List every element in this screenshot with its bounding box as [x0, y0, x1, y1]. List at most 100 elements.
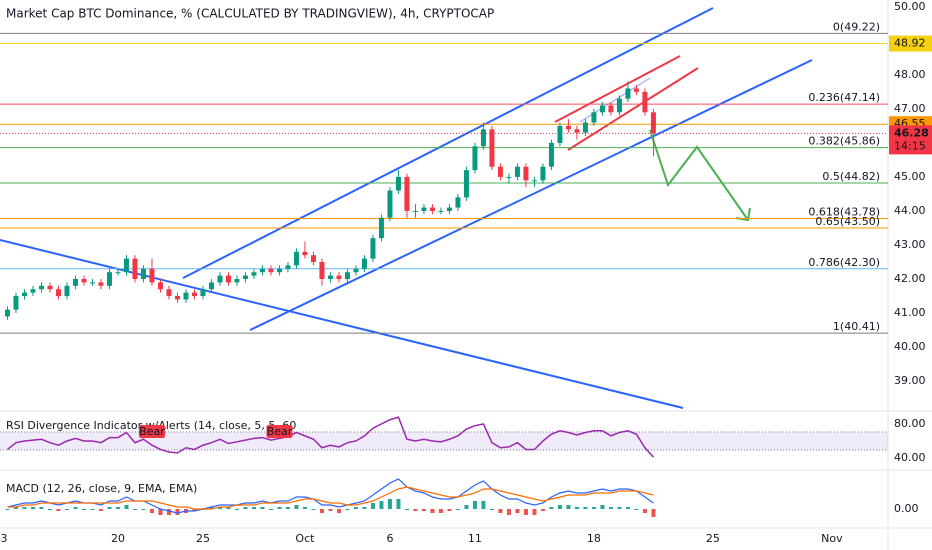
candle-body: [123, 258, 129, 273]
histogram-bar: [583, 507, 588, 509]
y-tick-label: 40.00: [894, 340, 926, 353]
histogram-bar: [455, 509, 460, 510]
histogram-bar: [217, 507, 222, 509]
histogram-bar: [591, 507, 596, 509]
candle-body: [497, 166, 503, 177]
histogram-bar: [328, 509, 333, 511]
candle-body: [319, 261, 325, 280]
candle-body: [208, 282, 214, 290]
y-tick-label: 42.00: [894, 272, 926, 285]
candle-body: [89, 282, 95, 284]
trend-line: [0, 239, 684, 409]
x-tick-label: 11: [468, 532, 482, 545]
candle-body: [633, 88, 639, 92]
x-tick-label: Nov: [821, 532, 843, 545]
candle-body: [429, 207, 435, 211]
histogram-bar: [30, 507, 35, 509]
candle-body: [344, 272, 350, 280]
histogram-bar: [515, 509, 520, 513]
level-label: 0.65(43.50): [815, 215, 880, 228]
histogram-bar: [47, 509, 52, 510]
candle-body: [217, 275, 223, 283]
candle-body: [565, 125, 571, 130]
candle-body: [353, 268, 359, 273]
histogram-bar: [404, 509, 409, 510]
histogram-bar: [251, 507, 256, 509]
histogram-bar: [574, 507, 579, 509]
candle-body: [514, 166, 520, 177]
candle-body: [582, 122, 588, 133]
x-tick-label: 20: [111, 532, 125, 545]
candle-body: [21, 292, 27, 297]
histogram-bar: [396, 499, 401, 509]
histogram-bar: [73, 507, 78, 509]
candle-body: [191, 292, 197, 297]
histogram-bar: [540, 509, 545, 511]
macd-title: MACD (12, 26, close, 9, EMA, EMA): [6, 482, 197, 495]
candle-body: [523, 166, 529, 181]
histogram-bar: [319, 509, 324, 513]
x-tick-label: 6: [386, 532, 393, 545]
histogram-bar: [421, 509, 426, 511]
candle-body: [531, 180, 537, 182]
histogram-bar: [557, 505, 562, 509]
candle-body: [608, 105, 614, 113]
countdown-label: 14:15: [894, 139, 926, 152]
candle-body: [310, 255, 316, 262]
candle-body: [115, 272, 121, 274]
candle-body: [446, 207, 452, 211]
histogram-bar: [336, 509, 341, 513]
candle-body: [616, 98, 622, 113]
histogram-bar: [413, 509, 418, 511]
candle-body: [336, 275, 342, 280]
candle-body: [591, 112, 597, 123]
price-badge-label: 48.92: [894, 37, 926, 50]
level-label: 0.5(44.82): [822, 170, 880, 183]
candle-body: [98, 282, 104, 286]
candle-body: [574, 129, 580, 133]
histogram-bar: [175, 509, 180, 515]
level-label: 0.382(45.86): [808, 135, 880, 148]
macd-line: [7, 486, 654, 510]
histogram-bar: [430, 509, 435, 513]
candle-body: [200, 289, 206, 297]
annotation-box: [266, 425, 293, 438]
histogram-bar: [311, 509, 316, 510]
histogram-bar: [498, 509, 503, 513]
x-tick-label: 3: [1, 532, 8, 545]
trend-line: [249, 59, 813, 331]
histogram-bar: [651, 509, 656, 517]
level-label: 0.236(47.14): [808, 91, 880, 104]
trend-line: [182, 7, 714, 279]
candle-body: [412, 210, 418, 212]
candle-body: [234, 279, 240, 283]
histogram-bar: [22, 507, 27, 509]
histogram-bar: [209, 507, 214, 509]
candle-body: [259, 268, 265, 273]
candle-body: [472, 146, 478, 171]
candle-body: [38, 285, 44, 290]
candle-body: [276, 268, 282, 273]
histogram-bar: [549, 507, 554, 509]
histogram-bar: [379, 501, 384, 509]
chart-title: Market Cap BTC Dominance, % (CALCULATED …: [6, 7, 494, 21]
candle-body: [293, 251, 299, 266]
candle-body: [149, 268, 155, 283]
histogram-bar: [472, 501, 477, 509]
histogram-bar: [56, 509, 61, 511]
candle-body: [30, 289, 36, 293]
candle-body: [387, 190, 393, 218]
histogram-bar: [506, 509, 511, 515]
histogram-bar: [302, 507, 307, 509]
candle-body: [157, 282, 163, 290]
histogram-bar: [141, 509, 146, 510]
histogram-bar: [600, 505, 605, 509]
y-tick-label: 47.00: [894, 102, 926, 115]
level-label: 1(40.41): [833, 320, 880, 333]
y-tick-label: 41.00: [894, 306, 926, 319]
candle-body: [166, 289, 172, 297]
histogram-bar: [166, 509, 171, 515]
